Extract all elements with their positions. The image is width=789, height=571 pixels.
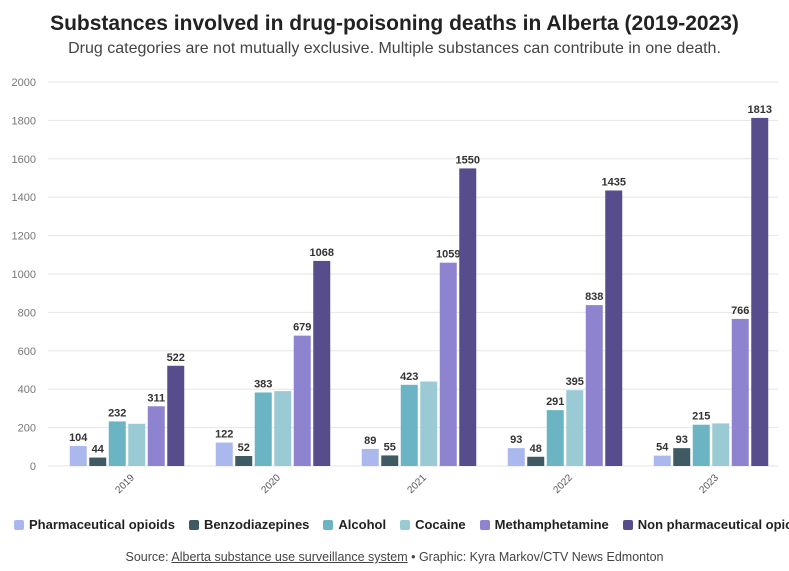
y-tick-label: 800 [18,307,36,319]
data-label: 1059 [436,249,460,261]
y-tick-label: 0 [30,461,36,473]
data-label: 93 [510,434,522,446]
x-tick-label: 2019 [113,472,137,496]
legend-item: Cocaine [400,517,466,532]
data-label: 311 [147,392,165,404]
y-tick-label: 400 [18,384,36,396]
y-tick-label: 1400 [12,192,36,204]
data-label: 55 [384,441,396,453]
data-label: 423 [400,371,418,383]
bar [605,190,623,467]
bar [400,384,418,466]
bar [712,423,730,466]
bar [751,117,769,467]
bar [381,455,399,466]
data-label: 89 [364,435,376,447]
legend-item: Benzodiazepines [188,517,310,532]
legend-item: Non pharmaceutical opioids [622,517,789,532]
bar [128,423,146,466]
y-tick-label: 2000 [12,77,36,89]
x-tick-label: 2020 [259,472,283,496]
bar [439,262,457,466]
source-prefix: Source: [125,550,172,564]
y-tick-label: 1600 [12,154,36,166]
data-label: 1550 [456,154,480,166]
data-label: 44 [92,444,105,456]
data-label: 679 [293,322,311,334]
bar [459,168,477,466]
legend-label: Alcohol [338,517,387,532]
legend-label: Non pharmaceutical opioids [637,517,789,532]
bar [293,335,311,466]
y-tick-label: 1000 [12,269,36,281]
data-label: 54 [656,442,669,454]
bar [673,448,691,466]
y-tick-label: 600 [18,346,36,358]
data-label: 52 [238,442,250,454]
x-tick-label: 2023 [697,472,721,496]
bar [527,456,545,466]
chart-title: Substances involved in drug-poisoning de… [50,12,739,35]
legend: Pharmaceutical opioids Benzodiazepines Alc… [14,517,789,532]
legend-label: Cocaine [415,517,466,532]
legend-swatch [323,519,334,530]
source-link[interactable]: Alberta substance use surveillance syste… [171,550,408,564]
data-label: 215 [692,411,710,423]
bar [585,305,603,466]
bar [692,424,710,466]
data-label: 291 [546,396,564,408]
y-tick-label: 1800 [12,115,36,127]
data-label: 93 [676,434,688,446]
bar [313,260,331,466]
source-line: Source: Alberta substance use surveillan… [0,550,789,564]
x-tick-label: 2021 [405,472,429,496]
legend-label: Methamphetamine [494,517,609,532]
bar [361,448,379,466]
bar [69,446,87,466]
bar [215,442,233,466]
data-label: 522 [167,352,185,364]
data-label: 1435 [602,176,626,188]
legend-item: Pharmaceutical opioids [14,517,175,532]
bar [566,390,584,466]
legend-swatch [14,519,24,530]
source-suffix: • Graphic: Kyra Markov/CTV News Edmonton [407,550,664,564]
bar [420,381,438,466]
legend-swatch [479,519,490,530]
bar [89,457,107,466]
bar [653,455,671,466]
bar [507,448,525,466]
bar [254,392,272,466]
bar [167,365,185,466]
data-label: 48 [530,443,542,455]
bar [147,406,165,466]
bar [235,456,253,466]
x-tick-label: 2022 [551,472,575,496]
bar [274,391,292,466]
y-tick-label: 200 [18,423,36,435]
legend-item: Alcohol [323,517,386,532]
data-label: 1813 [748,104,772,116]
data-label: 395 [566,376,584,388]
legend-swatch [188,519,199,530]
legend-swatch [622,519,633,530]
legend-item: Methamphetamine [479,517,609,532]
legend-label: Pharmaceutical opioids [29,517,175,532]
y-tick-label: 1200 [12,231,36,243]
legend-label: Benzodiazepines [203,517,310,532]
bar [731,318,749,466]
bar [108,421,126,466]
data-label: 122 [215,429,233,441]
bar [546,410,564,466]
data-label: 838 [585,291,603,303]
legend-swatch [400,519,411,530]
data-label: 104 [69,432,88,444]
chart-subtitle: Drug categories are not mutually exclusi… [68,40,721,57]
data-label: 383 [254,378,272,390]
data-label: 1068 [310,247,334,259]
data-label: 766 [731,305,749,317]
data-label: 232 [108,407,126,419]
